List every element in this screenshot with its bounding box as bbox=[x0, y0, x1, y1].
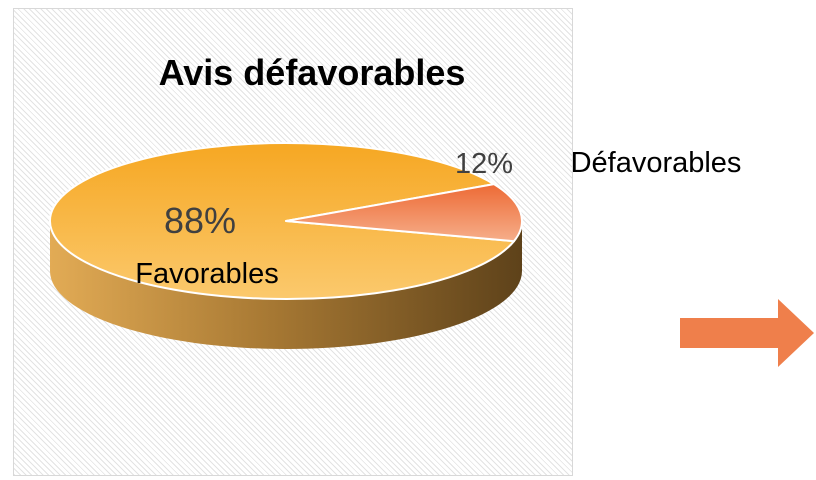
chart-title: Avis défavorables bbox=[159, 52, 466, 93]
slice-category-label-favorables: Favorables bbox=[135, 258, 278, 290]
pie-side-wall bbox=[50, 221, 522, 349]
slice-value-label-favorables: 88% bbox=[164, 200, 236, 241]
pie-slice-defavorables bbox=[285, 183, 523, 243]
slice-value-label-defavorables: 12% bbox=[455, 148, 513, 180]
pie-slice-favorables bbox=[49, 142, 515, 300]
slice-category-label-defavorables: Défavorables bbox=[571, 147, 742, 179]
right-arrow-icon bbox=[680, 299, 814, 367]
